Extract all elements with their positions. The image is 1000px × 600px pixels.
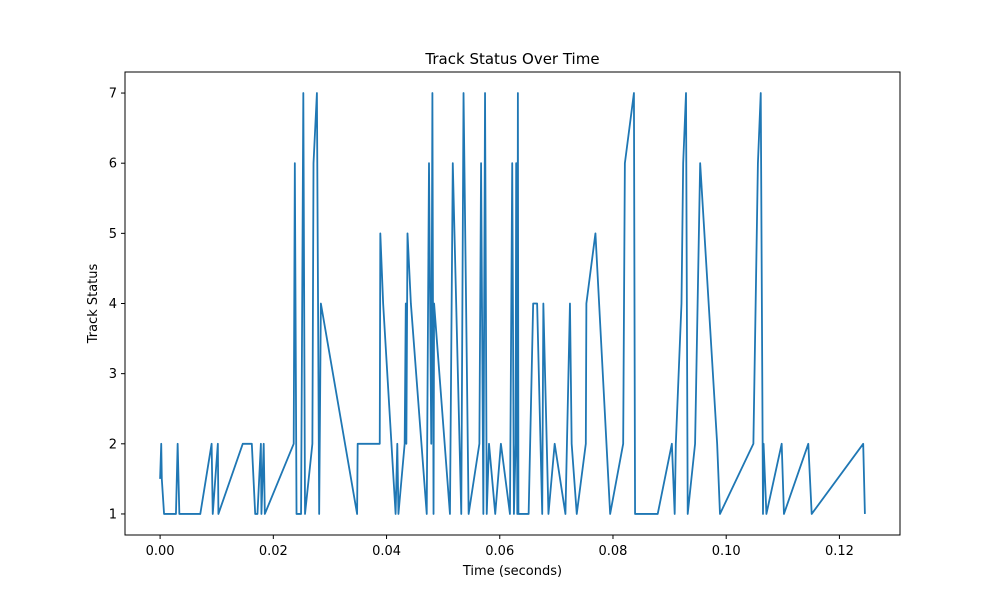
- x-tick-label: 0.06: [485, 544, 514, 559]
- y-tick-label: 4: [109, 297, 117, 312]
- plot-frame: [124, 71, 901, 536]
- plot-area: 0.00 0.02 0.04 0.06 0.08 0.10 0.12 1 2 3 4 5 6 7: [109, 71, 901, 559]
- x-axis-label: Time (seconds): [462, 564, 562, 579]
- series-line: [159, 92, 866, 515]
- y-tick-label: 1: [109, 507, 117, 522]
- x-tick-label: 0.08: [599, 544, 628, 559]
- y-tick-label: 2: [109, 437, 117, 452]
- chart-title: Track Status Over Time: [424, 50, 599, 68]
- y-axis-label: Track Status: [86, 263, 101, 344]
- y-tick-label: 5: [109, 227, 117, 242]
- x-tick-label: 0.10: [712, 544, 741, 559]
- x-tick-label: 0.04: [372, 544, 401, 559]
- y-tick-label: 7: [109, 87, 117, 102]
- y-tick-label: 6: [109, 157, 117, 172]
- y-tick-label: 3: [109, 367, 117, 382]
- x-tick-label: 0.00: [146, 544, 175, 559]
- y-axis-ticks: 1 2 3 4 5 6 7: [109, 87, 125, 522]
- x-axis-ticks: 0.00 0.02 0.04 0.06 0.08 0.10 0.12: [146, 535, 854, 559]
- x-tick-label: 0.12: [825, 544, 854, 559]
- x-tick-label: 0.02: [259, 544, 288, 559]
